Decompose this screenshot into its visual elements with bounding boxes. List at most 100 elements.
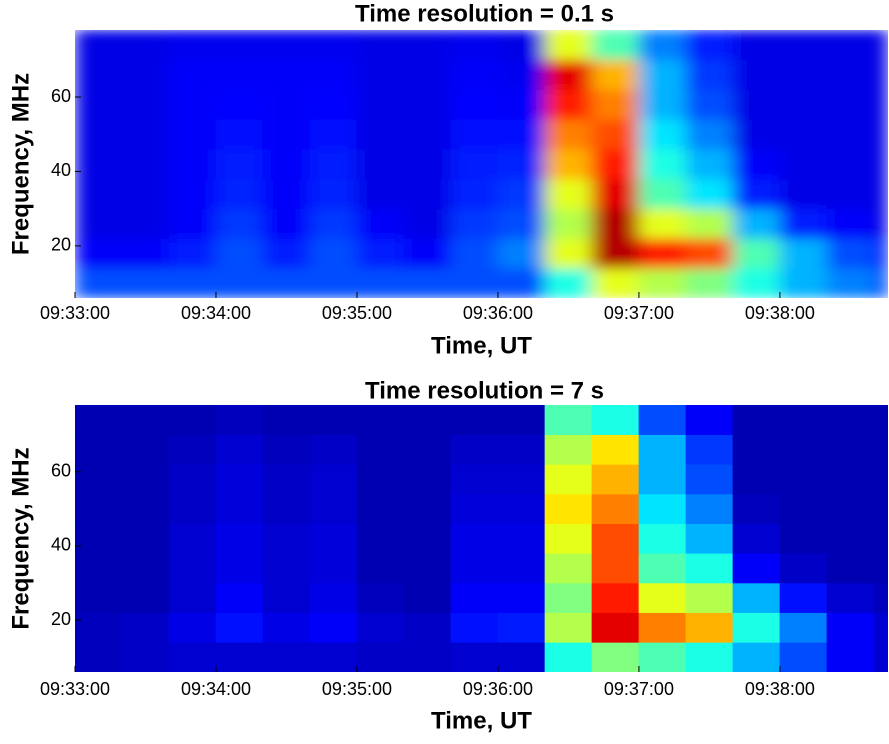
heatmap-cell	[215, 119, 264, 150]
heatmap-cell	[309, 405, 358, 435]
heatmap-cell	[591, 178, 640, 209]
heatmap-cell	[732, 464, 781, 495]
heatmap-cell	[215, 148, 264, 180]
heatmap-cell	[75, 89, 123, 120]
heatmap-cell	[75, 267, 123, 298]
heatmap-cell	[309, 208, 358, 239]
heatmap-cell	[685, 267, 734, 298]
heatmap-cell	[873, 178, 888, 209]
heatmap-cell	[544, 553, 593, 584]
heatmap-cell	[262, 493, 311, 524]
heatmap-cell	[450, 493, 499, 524]
heatmap-cell	[121, 405, 170, 435]
heatmap-cell	[873, 642, 888, 672]
heatmap-cell	[591, 523, 640, 554]
heatmap-cell	[450, 208, 499, 239]
y-tick-label: 60	[51, 86, 71, 106]
heatmap-cell	[262, 405, 311, 435]
heatmap-cell	[215, 612, 264, 643]
heatmap-cell	[779, 148, 828, 180]
heatmap-cell	[497, 582, 546, 613]
heatmap-cell	[638, 208, 687, 239]
heatmap-cell	[356, 238, 405, 269]
heatmap-cell	[732, 642, 781, 672]
heatmap-cell	[356, 493, 405, 524]
heatmap-cell	[591, 148, 640, 180]
heatmap-cell	[591, 267, 640, 298]
heatmap-cell	[497, 493, 546, 524]
heatmap-cell	[638, 178, 687, 209]
heatmap-cell	[826, 59, 875, 90]
heatmap-cell	[262, 119, 311, 150]
heatmap-cell	[638, 612, 687, 643]
heatmap-cell	[309, 148, 358, 180]
heatmap-cell	[779, 612, 828, 643]
heatmap-cell	[873, 267, 888, 298]
heatmap-cell	[356, 642, 405, 672]
heatmap-cell	[309, 238, 358, 269]
heatmap-cell	[826, 119, 875, 150]
heatmap-cell	[873, 238, 888, 269]
heatmap-cell	[544, 208, 593, 239]
heatmap-cell	[638, 434, 687, 465]
heatmap-cell	[497, 267, 546, 298]
y-tick-label: 20	[51, 609, 71, 629]
heatmap-cell	[168, 612, 217, 643]
heatmap-cell	[544, 59, 593, 90]
heatmap-cell	[215, 642, 264, 672]
heatmap-cell	[121, 119, 170, 150]
chart-title: Time resolution = 7 s	[365, 377, 604, 404]
heatmap-cell	[685, 612, 734, 643]
heatmap-cell	[262, 642, 311, 672]
heatmap-cell	[356, 267, 405, 298]
heatmap-cell	[309, 30, 358, 61]
heatmap-cell	[309, 553, 358, 584]
heatmap-cell	[75, 612, 123, 643]
heatmap-cell	[544, 178, 593, 209]
heatmap-cell	[591, 405, 640, 435]
heatmap-cell	[591, 434, 640, 465]
heatmap-cell	[544, 464, 593, 495]
heatmap-cell	[873, 493, 888, 524]
heatmap-cell	[826, 553, 875, 584]
heatmap-cell	[685, 553, 734, 584]
heatmap-cell	[732, 148, 781, 180]
heatmap-cell	[121, 612, 170, 643]
heatmap-cell	[873, 434, 888, 465]
heatmap-cell	[356, 30, 405, 61]
heatmap-cell	[403, 553, 452, 584]
heatmap-cell	[309, 178, 358, 209]
heatmap-cell	[215, 523, 264, 554]
heatmap-cell	[497, 464, 546, 495]
heatmap-cell	[168, 148, 217, 180]
heatmap-cell	[121, 208, 170, 239]
heatmap-cell	[497, 89, 546, 120]
heatmap-cell	[732, 493, 781, 524]
heatmap-cell	[591, 612, 640, 643]
heatmap-cell	[215, 238, 264, 269]
heatmap-cell	[544, 582, 593, 613]
heatmap-cell	[826, 267, 875, 298]
heatmap-cell	[638, 148, 687, 180]
y-axis-label: Frequency, MHz	[7, 447, 34, 629]
heatmap-cell	[638, 89, 687, 120]
heatmap-cell	[450, 434, 499, 465]
heatmap-cell	[215, 267, 264, 298]
heatmap-cell	[450, 464, 499, 495]
heatmap-cell	[262, 553, 311, 584]
heatmap-cell	[403, 89, 452, 120]
heatmap-cell	[168, 89, 217, 120]
heatmap-cell	[309, 493, 358, 524]
heatmap-cell	[356, 178, 405, 209]
heatmap-cell	[873, 553, 888, 584]
heatmap-cell	[873, 148, 888, 180]
heatmap-cell	[873, 30, 888, 61]
x-tick-label: 09:35:00	[322, 679, 392, 699]
heatmap-cell	[215, 405, 264, 435]
x-tick-label: 09:38:00	[745, 303, 815, 323]
heatmap-cell	[121, 30, 170, 61]
heatmap-cell	[497, 208, 546, 239]
heatmap-cell	[168, 523, 217, 554]
heatmap-cell	[685, 434, 734, 465]
heatmap-cell	[826, 178, 875, 209]
